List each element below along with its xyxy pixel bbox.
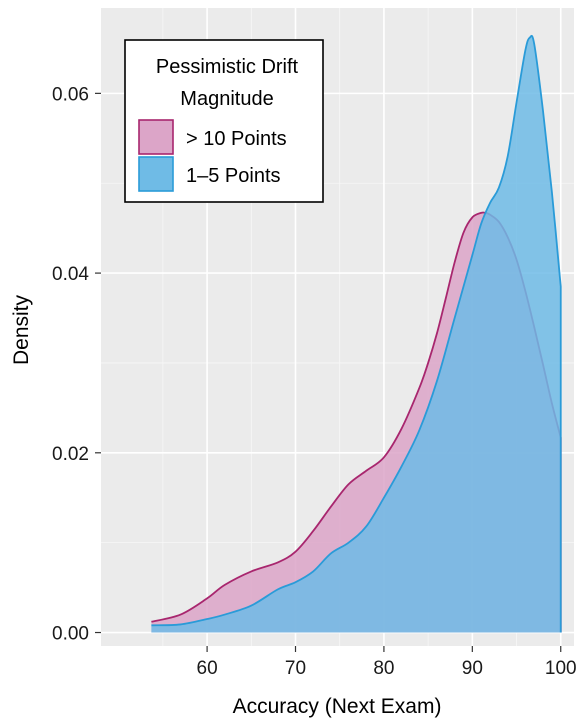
legend-label-over-10: > 10 Points (186, 128, 287, 150)
legend-title-line1: Pessimistic Drift (156, 56, 299, 78)
x-tick-label: 80 (373, 658, 394, 679)
y-tick-label: 0.06 (52, 84, 89, 105)
x-tick-label: 90 (462, 658, 483, 679)
legend-label-1-5: 1–5 Points (186, 165, 281, 187)
y-axis: 0.00 0.02 0.04 0.06 (52, 84, 101, 645)
y-tick-label: 0.00 (52, 624, 89, 645)
legend-title-line2: Magnitude (180, 88, 273, 110)
x-axis: 60 70 80 90 100 (197, 646, 577, 679)
x-tick-label: 100 (545, 658, 577, 679)
legend: Pessimistic Drift Magnitude > 10 Points … (124, 39, 324, 203)
x-axis-title: Accuracy (Next Exam) (233, 695, 442, 718)
density-areas (151, 34, 562, 633)
line-1-5-points (151, 34, 562, 633)
x-tick-label: 70 (285, 658, 306, 679)
y-axis-title: Density (10, 294, 33, 365)
x-tick-label: 60 (197, 658, 218, 679)
area-1-5-points (151, 35, 561, 633)
y-tick-label: 0.02 (52, 444, 89, 465)
legend-swatch-over-10 (138, 119, 174, 155)
legend-swatch-1-5 (138, 156, 174, 192)
y-tick-label: 0.04 (52, 264, 89, 285)
